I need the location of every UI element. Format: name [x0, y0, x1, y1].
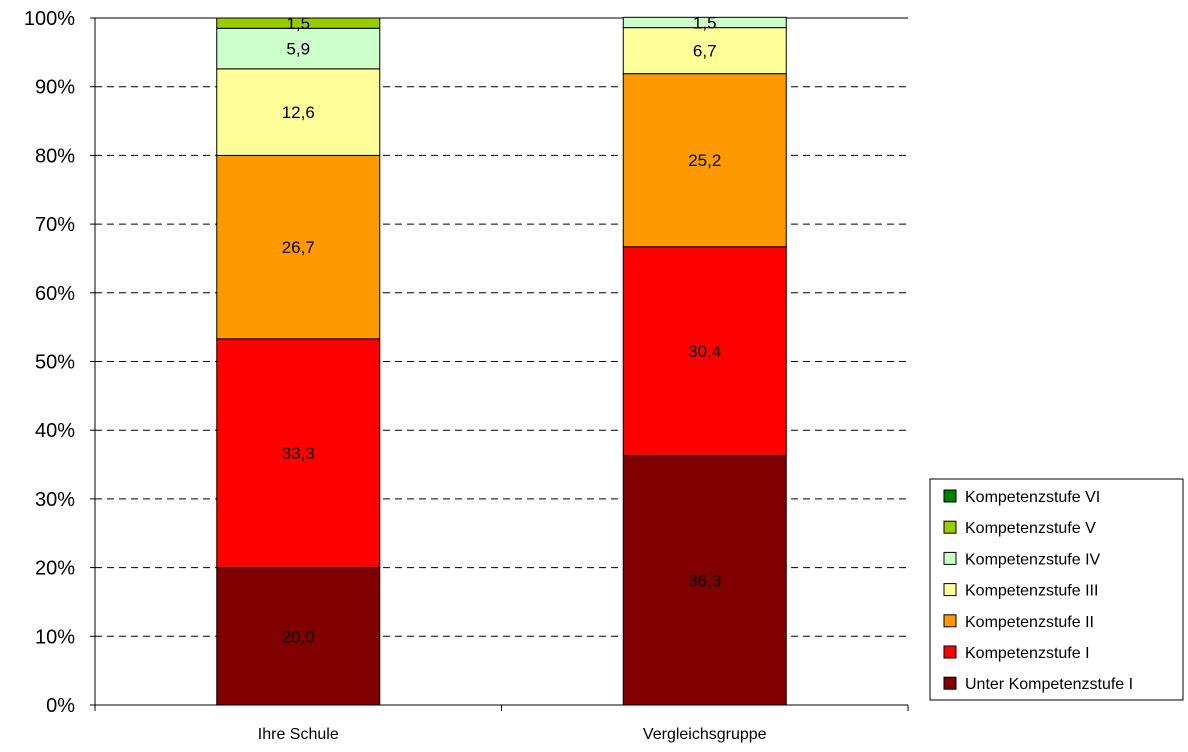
bar-segment — [622, 455, 787, 706]
legend: Kompetenzstufe VI Kompetenzstufe V Kompete… — [929, 478, 1184, 701]
x-tick-label: Ihre Schule — [258, 726, 339, 743]
legend-label: Kompetenzstufe II — [965, 614, 1094, 631]
axes: 0% 10% 20% 30% 40% 50% 60% 70% 80% 90% 100% Ihre Sc… — [24, 8, 909, 743]
legend-label: Kompetenzstufe VI — [965, 489, 1100, 506]
y-tick-label: 20% — [35, 558, 75, 580]
y-tick-label: 60% — [35, 283, 75, 305]
legend-swatch — [943, 583, 957, 597]
legend-box — [929, 478, 1184, 701]
y-tick-label: 70% — [35, 214, 75, 236]
data-label: 12,6 — [282, 103, 315, 122]
bar-segment — [216, 338, 381, 569]
data-label: 33,3 — [282, 444, 315, 463]
legend-swatch — [943, 551, 957, 565]
bar-segment — [622, 73, 787, 248]
bar-segment — [216, 154, 381, 340]
data-label: 26,7 — [282, 238, 315, 257]
legend-swatch — [943, 520, 957, 534]
bar-segment — [622, 246, 787, 457]
data-label: 20,0 — [282, 627, 315, 646]
bar-segment — [216, 17, 381, 29]
y-tick-label: 50% — [35, 352, 75, 374]
data-label: 36,3 — [688, 571, 721, 590]
legend-swatch — [943, 676, 957, 690]
y-tick-label: 100% — [24, 8, 75, 30]
data-label: 1,5 — [286, 14, 310, 33]
legend-label: Kompetenzstufe V — [965, 520, 1096, 537]
data-label: 25,2 — [688, 151, 721, 170]
bar-segment — [622, 16, 787, 29]
data-label: 6,7 — [693, 42, 717, 61]
y-tick-label: 0% — [46, 695, 75, 717]
bars: 20,0 33,3 26,7 12,6 5,9 1,5 36,3 30,4 25,2 6,7 1,5 — [216, 13, 787, 706]
data-label: 1,5 — [693, 13, 717, 32]
y-tick-label: 10% — [35, 626, 75, 648]
bar-segment — [622, 27, 787, 75]
data-label: 5,9 — [286, 40, 310, 59]
legend-label: Kompetenzstufe I — [965, 645, 1090, 662]
bar-segment — [216, 68, 381, 156]
legend-swatch — [943, 489, 957, 503]
legend-swatch — [943, 614, 957, 628]
y-tick-label: 80% — [35, 145, 75, 167]
bar-segment — [216, 27, 381, 70]
legend-label: Kompetenzstufe IV — [965, 551, 1101, 568]
y-tick-label: 30% — [35, 489, 75, 511]
legend-swatch — [943, 645, 957, 659]
legend-label: Unter Kompetenzstufe I — [965, 676, 1133, 693]
data-label: 30,4 — [688, 342, 721, 361]
y-tick-label: 40% — [35, 420, 75, 442]
legend-label: Kompetenzstufe III — [965, 583, 1098, 600]
y-tick-label: 90% — [35, 77, 75, 99]
x-tick-label: Vergleichsgruppe — [643, 726, 767, 743]
